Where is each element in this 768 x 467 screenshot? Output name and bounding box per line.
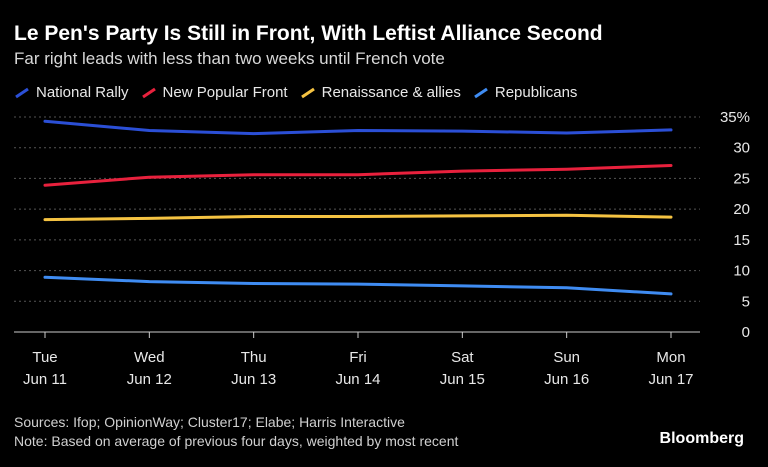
legend-swatch [300, 87, 315, 98]
x-tick-label-day: Wed [134, 349, 165, 366]
legend-item: National Rally [14, 84, 129, 101]
legend-swatch [15, 87, 29, 98]
chart-subtitle: Far right leads with less than two weeks… [14, 49, 445, 68]
series-line-republicans [43, 275, 673, 296]
y-tick-label: 20 [733, 201, 750, 218]
x-tick-label-date: Jun 17 [648, 371, 693, 388]
legend-item: Republicans [473, 84, 578, 101]
series-line-renaissance-allies [43, 213, 673, 222]
x-tick-label-day: Sun [553, 349, 580, 366]
legend-label: New Popular Front [162, 84, 288, 101]
y-tick-label: 5 [742, 293, 750, 310]
chart-title: Le Pen's Party Is Still in Front, With L… [14, 22, 603, 45]
legend-item: New Popular Front [141, 84, 288, 101]
legend-item: Renaissance & allies [300, 84, 461, 101]
y-tick-label: 30 [733, 140, 750, 157]
x-tick-label-date: Jun 11 [23, 371, 67, 388]
legend-label: National Rally [36, 84, 129, 101]
legend-swatch [474, 87, 488, 98]
bloomberg-logo: Bloomberg [659, 430, 744, 447]
x-tick-label-date: Jun 14 [335, 371, 380, 388]
x-tick-label-date: Jun 15 [440, 371, 485, 388]
y-tick-label: 15 [733, 232, 750, 249]
y-tick-label: 35% [720, 109, 750, 126]
x-tick-label-day: Tue [32, 349, 57, 366]
series-line-new-popular-front [43, 164, 673, 187]
legend-label: Renaissance & allies [321, 84, 461, 101]
x-tick-label-date: Jun 16 [544, 371, 589, 388]
x-tick-label-date: Jun 13 [231, 371, 276, 388]
series-line-national-rally [43, 119, 673, 136]
legend-label: Republicans [494, 84, 578, 101]
chart-legend: National Rally New Popular Front Renaissan… [14, 84, 589, 101]
method-note: Note: Based on average of previous four … [14, 433, 459, 449]
y-tick-label: 0 [742, 324, 750, 341]
x-tick-label-day: Sat [451, 349, 474, 366]
x-tick-label-day: Thu [241, 349, 267, 366]
x-tick-label-day: Mon [656, 349, 685, 366]
sources-note: Sources: Ifop; OpinionWay; Cluster17; El… [14, 414, 405, 430]
x-tick-label-day: Fri [349, 349, 367, 366]
x-tick-label-date: Jun 12 [127, 371, 172, 388]
y-tick-label: 25 [733, 170, 750, 187]
y-tick-label: 10 [733, 263, 750, 280]
legend-swatch [141, 87, 156, 98]
